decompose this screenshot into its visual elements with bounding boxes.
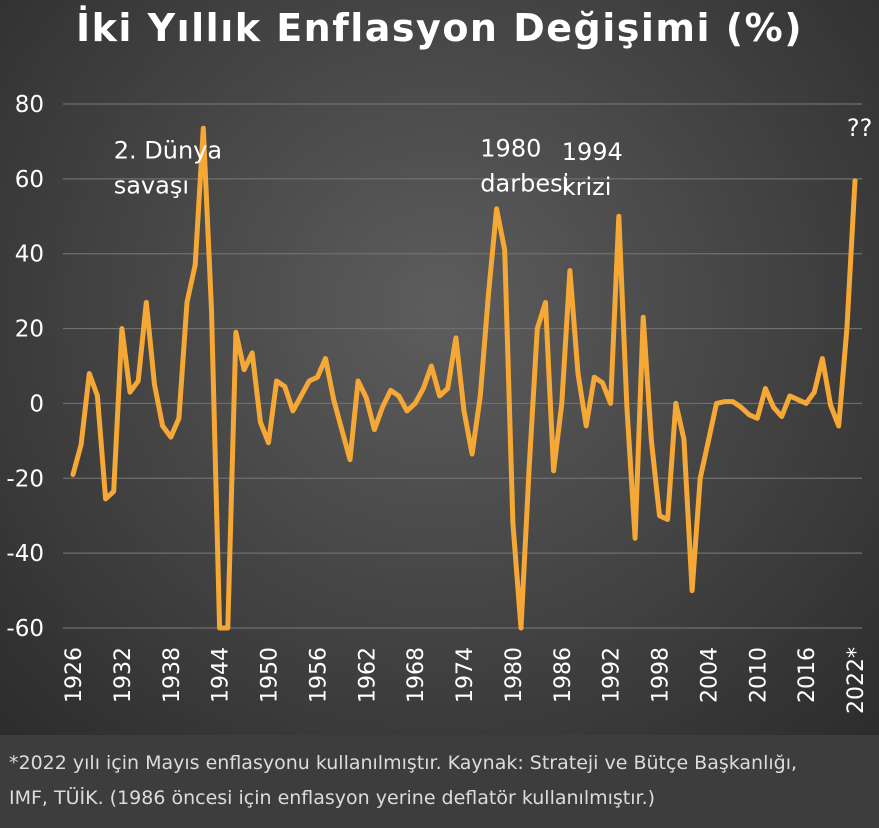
- x-tick-label: 1956: [306, 647, 331, 703]
- annotation-0-line-0: 2. Dünya: [114, 136, 222, 164]
- y-tick-label: 80: [15, 92, 44, 118]
- x-axis-ticks: 1926 1932 1938 1944 1950 1956 1962 1968 1974 1980…: [62, 647, 869, 714]
- x-tick-label: 1968: [404, 647, 429, 703]
- y-axis-ticks: 80 60 40 20 0 -20 -40 -60: [6, 92, 44, 642]
- series-layer: [70, 125, 858, 631]
- annotation-1-line-1: darbesi: [480, 169, 569, 197]
- annotation-2-line-1: krizi: [562, 173, 612, 201]
- annotation-0-line-1: savaşı: [114, 171, 189, 199]
- footnote: *2022 yılı için Mayıs enflasyonu kullanı…: [0, 735, 879, 828]
- x-tick-label: 1986: [551, 647, 576, 703]
- annotation-2-line-0: 1994: [562, 138, 623, 166]
- y-tick-label: 60: [15, 167, 44, 193]
- series-line-0: [70, 125, 858, 631]
- chart-title: İki Yıllık Enflasyon Değişimi (%): [75, 6, 804, 50]
- x-tick-label: 2004: [697, 647, 722, 703]
- x-tick-label: 2010: [746, 647, 771, 703]
- x-tick-label: 1974: [453, 647, 478, 703]
- x-tick-label: 1926: [62, 647, 87, 703]
- x-tick-label: 2022*: [844, 647, 869, 714]
- y-tick-label: 20: [15, 317, 44, 343]
- annotations: 2. Dünya savaşı 1980 darbesi 1994 krizi??: [114, 114, 873, 201]
- x-tick-label: 1932: [111, 647, 136, 703]
- x-tick-label: 1992: [600, 647, 625, 703]
- x-tick-label: 1944: [209, 647, 234, 703]
- chart-area: [0, 0, 879, 735]
- x-tick-label: 1950: [258, 647, 283, 703]
- y-tick-label: -40: [6, 541, 44, 567]
- x-tick-label: 1998: [649, 647, 674, 703]
- gridlines: [63, 103, 862, 629]
- y-tick-label: 0: [29, 391, 44, 417]
- annotation-3-line-0: ??: [847, 114, 872, 142]
- y-tick-label: 40: [15, 242, 44, 268]
- x-tick-label: 2016: [795, 647, 820, 703]
- footnote-line-1: *2022 yılı için Mayıs enflasyonu kullanı…: [9, 752, 798, 774]
- y-tick-label: -60: [6, 616, 44, 642]
- annotation-1-line-0: 1980: [480, 134, 541, 162]
- x-tick-label: 1980: [502, 647, 527, 703]
- x-tick-label: 1938: [160, 647, 185, 703]
- footnote-line-2: IMF, TÜİK. (1986 öncesi için enflasyon y…: [9, 787, 656, 809]
- y-tick-label: -20: [6, 466, 44, 492]
- x-tick-label: 1962: [355, 647, 380, 703]
